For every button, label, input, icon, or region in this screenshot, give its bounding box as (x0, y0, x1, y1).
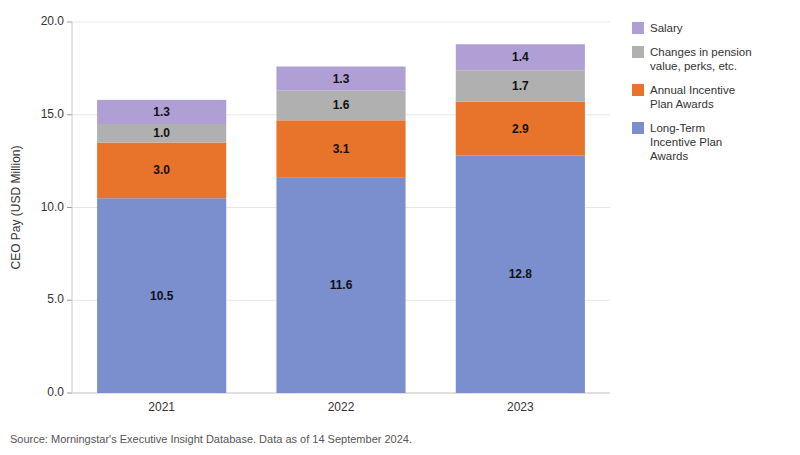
tick-mark (67, 300, 72, 301)
data-label: 12.8 (509, 267, 533, 281)
data-label: 11.6 (330, 278, 353, 292)
y-tick-label: 0.0 (47, 385, 64, 399)
bars (97, 44, 585, 393)
data-label: 3.0 (153, 163, 170, 177)
data-labels: 10.5 11.6 12.8 3.0 3.1 2.9 1.0 1.6 1.7 1.3 1.3 1.4 (150, 50, 532, 302)
data-label: 2.9 (512, 122, 529, 136)
bar-segment (276, 67, 405, 91)
data-label: 1.6 (333, 98, 350, 112)
legend-swatch (632, 122, 644, 134)
bar-segment (456, 70, 585, 102)
bar-segment (456, 44, 585, 70)
legend-label: Changes in pensionvalue, perks, etc. (650, 46, 752, 72)
chart: 0.05.010.015.020.010.511.612.83.03.12.91… (0, 0, 800, 455)
tick-mark (67, 207, 72, 208)
y-tick-label: 5.0 (47, 292, 64, 306)
legend-label: Salary (650, 22, 683, 34)
legend-swatch (632, 84, 644, 96)
tick-mark (67, 393, 72, 394)
bar-segment (276, 120, 405, 178)
legend-label: Long-TermIncentive PlanAwards (650, 122, 722, 162)
legend-swatch (632, 46, 644, 58)
tick-mark (67, 114, 72, 115)
bar-segment (97, 124, 226, 143)
data-label: 1.4 (512, 50, 529, 64)
data-label: 1.3 (153, 105, 170, 119)
bar-segment (276, 178, 405, 393)
legend: Salary Changes in pensionvalue, perks, et… (632, 22, 752, 162)
data-label: 10.5 (150, 289, 174, 303)
x-tick-label: 2023 (507, 400, 534, 414)
y-tick-label: 20.0 (41, 14, 65, 28)
tick-mark (67, 22, 72, 23)
data-label: 1.0 (153, 126, 170, 140)
bar-segment (456, 102, 585, 156)
bar-segment (456, 156, 585, 393)
bar-segment (97, 143, 226, 199)
bar-segment (97, 198, 226, 393)
x-tick-label: 2021 (148, 400, 175, 414)
plot-area (67, 22, 610, 393)
source-note: Source: Morningstar's Executive Insight … (10, 433, 412, 445)
y-tick-label: 15.0 (41, 107, 65, 121)
x-tick-label: 2022 (328, 400, 355, 414)
y-axis-line (72, 22, 73, 393)
y-axis-label: CEO Pay (USD Million) (9, 145, 23, 269)
grid-line (72, 22, 610, 23)
bar-segment (97, 100, 226, 124)
data-label: 1.7 (512, 79, 529, 93)
legend-swatch (632, 22, 644, 34)
bar-segment (276, 91, 405, 121)
data-label: 3.1 (333, 142, 350, 156)
data-label: 1.3 (333, 72, 350, 86)
y-tick-label: 10.0 (41, 200, 65, 214)
legend-label: Annual IncentivePlan Awards (650, 84, 735, 110)
